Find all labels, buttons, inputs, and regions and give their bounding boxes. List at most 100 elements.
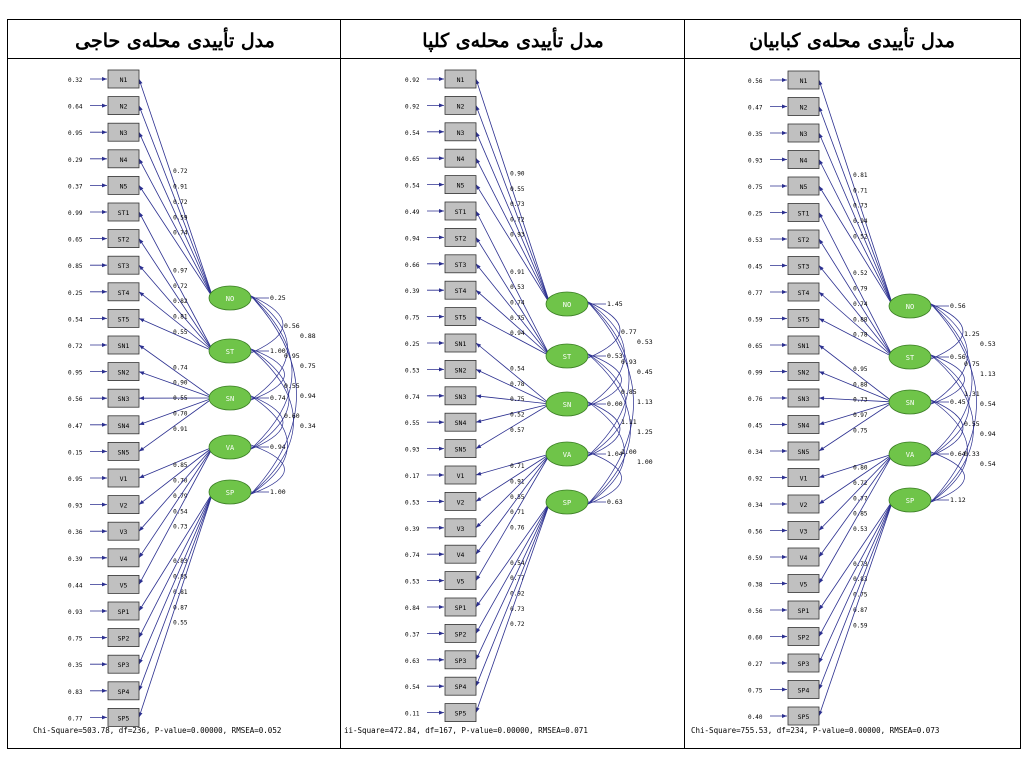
error-variance-label: 0.32 <box>68 77 83 84</box>
indicator-box <box>787 468 820 487</box>
indicator-label: N1 <box>457 76 465 84</box>
indicator-box <box>107 335 140 355</box>
path-arrowhead <box>139 132 143 138</box>
indicator-label: SP5 <box>118 714 130 722</box>
path-arrowhead <box>819 499 825 504</box>
error-arrowhead <box>782 687 787 692</box>
indicator-box <box>444 175 477 195</box>
path-arrowhead <box>819 133 823 139</box>
indicator-box <box>444 280 477 300</box>
indicator-label: N1 <box>120 76 128 84</box>
covariance-arc <box>930 354 965 405</box>
indicator-label: SP1 <box>455 604 467 612</box>
loading-label: 0.78 <box>853 332 868 339</box>
indicator-label: SP2 <box>455 630 467 638</box>
indicator-label: ST2 <box>455 234 467 242</box>
indicator-box <box>107 282 140 302</box>
path-arrowhead <box>139 185 144 191</box>
indicator-box <box>107 708 140 727</box>
path-arrowhead <box>819 345 825 350</box>
factor-path <box>138 158 214 299</box>
covariance-arc <box>587 353 631 505</box>
loading-label: 0.81 <box>853 172 868 179</box>
error-arrowhead <box>102 422 107 427</box>
loading-label: 0.74 <box>173 230 188 237</box>
indicator-box <box>107 495 140 515</box>
covariance-arc <box>930 451 965 503</box>
indicator-box <box>787 229 820 249</box>
error-variance-label: 0.92 <box>748 476 763 483</box>
indicator-box <box>787 494 820 514</box>
covariance-label: 0.94 <box>300 392 316 400</box>
loading-label: 0.73 <box>853 561 868 568</box>
factor-label: SP <box>226 489 234 497</box>
error-arrowhead <box>102 715 107 720</box>
error-variance-label: 0.74 <box>405 552 420 559</box>
loading-label: 0.55 <box>173 329 188 336</box>
factor-path <box>818 344 894 403</box>
fit-statistics: Chi-Square=503.78, df=236, P-value=0.000… <box>33 726 281 735</box>
path-arrowhead <box>818 106 823 112</box>
path-arrowhead <box>139 238 144 244</box>
indicator-label: SN4 <box>455 419 467 427</box>
path-arrowhead <box>475 707 480 713</box>
error-variance-label: 0.76 <box>748 396 763 403</box>
indicator-label: SP3 <box>798 660 810 668</box>
error-arrowhead <box>782 581 787 586</box>
covariance-label: 0.75 <box>964 360 980 368</box>
covariance-arc <box>250 348 294 495</box>
indicator-box <box>107 468 140 488</box>
factor-label: SP <box>563 499 571 507</box>
indicator-label: V5 <box>457 578 465 586</box>
indicator-label: ST2 <box>798 236 810 244</box>
error-variance-label: 0.92 <box>405 103 420 110</box>
error-variance-label: 0.65 <box>68 237 83 244</box>
covariance-arc <box>930 399 968 503</box>
error-arrowhead <box>102 130 107 135</box>
indicator-box <box>107 415 140 435</box>
error-variance-label: 0.65 <box>748 343 763 350</box>
indicator-label: SN3 <box>798 395 810 403</box>
indicator-label: N4 <box>120 156 128 164</box>
indicator-label: N3 <box>120 129 128 137</box>
error-variance-label: 0.35 <box>68 662 83 669</box>
factor-path <box>138 491 214 718</box>
factor-path <box>475 210 551 357</box>
factor-path <box>138 371 214 399</box>
error-arrowhead <box>439 552 444 557</box>
factor-variance-label: 1.00 <box>270 347 286 355</box>
covariance-label: 1.11 <box>621 418 637 426</box>
indicator-label: ST4 <box>118 289 130 297</box>
loading-label: 0.59 <box>853 622 868 629</box>
indicator-label: SN2 <box>455 366 467 374</box>
error-variance-label: 0.75 <box>405 315 420 322</box>
path-arrowhead <box>139 421 145 425</box>
error-variance-label: 0.47 <box>68 423 83 430</box>
factor-path <box>818 453 894 531</box>
factor-label: ST <box>226 348 235 356</box>
covariance-arc <box>250 348 285 401</box>
indicator-label: SN5 <box>118 448 130 456</box>
error-variance-label: 0.56 <box>748 608 763 615</box>
indicator-label: SN3 <box>455 393 467 401</box>
indicator-label: SP2 <box>118 635 130 643</box>
covariance-label: 0.55 <box>964 420 980 428</box>
indicator-label: ST5 <box>798 316 810 324</box>
error-variance-label: 0.53 <box>405 579 420 586</box>
indicator-box <box>107 122 140 142</box>
error-variance-label: 0.99 <box>68 210 83 217</box>
error-arrowhead <box>782 343 787 347</box>
factor-variance-label: 1.45 <box>607 300 623 308</box>
factor-label: SN <box>226 395 234 403</box>
indicator-box <box>444 571 477 590</box>
indicator-box <box>107 601 140 621</box>
error-arrowhead <box>439 129 444 134</box>
indicator-box <box>444 491 477 511</box>
path-arrowhead <box>819 578 824 584</box>
error-arrowhead <box>782 528 787 533</box>
indicator-box <box>444 518 477 538</box>
error-arrowhead <box>102 103 107 108</box>
loading-label: 0.93 <box>510 232 525 239</box>
error-variance-label: 0.66 <box>405 262 420 269</box>
covariance-label: 0.55 <box>284 382 300 390</box>
